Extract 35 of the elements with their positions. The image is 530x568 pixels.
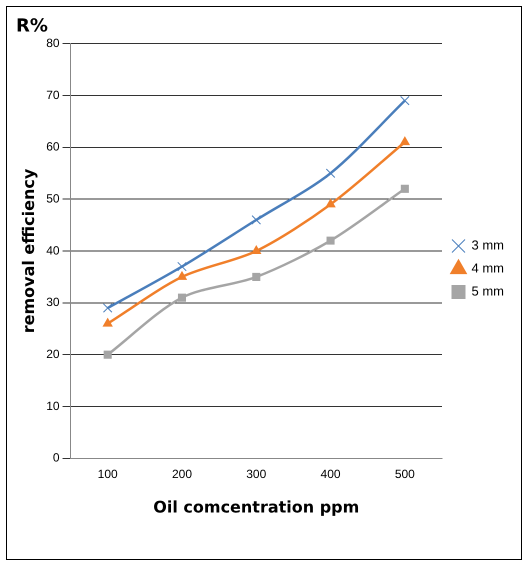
point (178, 294, 186, 302)
y-tick-label: 30 (46, 295, 60, 310)
y-tick-label: 80 (46, 36, 60, 50)
legend-label: 3 mm (472, 238, 504, 253)
x-axis-title: Oil comcentration ppm (153, 498, 360, 517)
y-tick-label: 0 (52, 450, 60, 465)
point (252, 272, 260, 281)
point (251, 246, 262, 254)
point (102, 318, 113, 327)
point (104, 350, 112, 359)
legend-label: 5 mm (472, 284, 504, 299)
point (177, 271, 187, 280)
legend-label: 4 mm (472, 260, 504, 276)
point (252, 215, 262, 225)
point (177, 262, 187, 272)
x-tick-label: 100 (98, 466, 118, 481)
y-tick-label: 10 (46, 398, 60, 413)
y-tick-label: 50 (46, 191, 60, 206)
y-tick-label: 20 (46, 347, 60, 362)
y-tick-label: 70 (46, 88, 60, 102)
point (102, 303, 112, 313)
point (326, 168, 336, 178)
x-tick-label: 200 (172, 466, 192, 481)
x-tick-label: 500 (394, 466, 416, 481)
point (326, 236, 335, 245)
point (400, 184, 409, 193)
y-tick-label: 60 (46, 140, 60, 154)
y-axis-title: removal efficiency (18, 168, 38, 334)
y-tick-label: 40 (46, 243, 60, 258)
x-tick-label: 400 (320, 466, 341, 481)
point (326, 198, 336, 208)
chart-title: R% (16, 15, 48, 36)
point (400, 136, 410, 146)
x-tick-label: 300 (246, 466, 267, 481)
point (400, 96, 410, 106)
